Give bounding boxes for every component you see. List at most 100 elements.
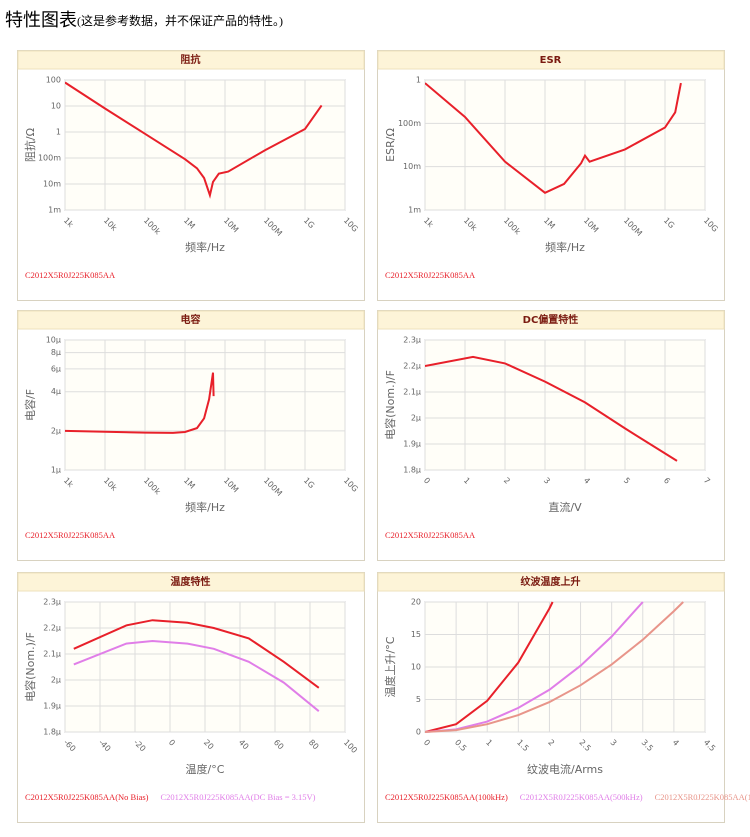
x-axis-title: 直流/V	[548, 500, 582, 514]
y-tick-label: 1.8μ	[43, 728, 61, 737]
x-tick-label: 0	[422, 476, 432, 486]
y-tick-label: 1μ	[51, 466, 61, 475]
x-axis-title: 频率/Hz	[185, 500, 225, 514]
y-tick-label: 2μ	[411, 414, 421, 423]
y-tick-label: 5	[416, 695, 421, 704]
x-tick-label: 1	[462, 476, 472, 486]
legend-entry: C2012X5R0J225K085AA(500kHz)	[520, 792, 643, 802]
x-tick-label: 0	[167, 738, 177, 748]
y-axis-title: ESR/Ω	[384, 128, 397, 162]
legend-entry: C2012X5R0J225K085AA(100kHz)	[385, 792, 508, 802]
legend-entry: C2012X5R0J225K085AA	[25, 270, 116, 280]
y-tick-label: 1	[56, 128, 61, 137]
x-tick-label: 4	[671, 738, 681, 748]
panel-title: 纹波温度上升	[521, 575, 581, 588]
y-tick-label: 20	[411, 598, 421, 607]
panel-header	[17, 310, 365, 330]
y-tick-label: 100m	[38, 154, 61, 163]
x-tick-label: 0	[422, 738, 432, 748]
y-tick-label: 10m	[43, 180, 61, 189]
y-tick-label: 1	[416, 76, 421, 85]
legend-entry: C2012X5R0J225K085AA(No Bias)	[25, 792, 149, 802]
y-axis-title: 阻抗/Ω	[23, 128, 37, 162]
y-tick-label: 1.9μ	[403, 440, 421, 449]
line-series	[425, 601, 554, 733]
x-axis-title: 频率/Hz	[185, 240, 225, 254]
legend-entry: C2012X5R0J225K085AA	[385, 270, 476, 280]
legend-entry: C2012X5R0J225K085AA	[385, 530, 476, 540]
y-tick-label: 2.2μ	[403, 362, 421, 371]
y-tick-label: 6μ	[51, 364, 61, 373]
x-tick-label: 2	[546, 738, 556, 748]
x-tick-label: 2	[502, 476, 512, 486]
y-tick-label: 1m	[48, 206, 61, 215]
panel-header	[377, 310, 725, 330]
y-tick-label: 2.3μ	[403, 336, 421, 345]
panel-title: 温度特性	[171, 575, 211, 588]
x-axis-title: 频率/Hz	[545, 240, 585, 254]
line-series	[65, 81, 323, 199]
y-tick-label: 100	[46, 76, 61, 85]
panel-title: 阻抗	[181, 53, 201, 66]
x-tick-label: 7	[702, 476, 712, 486]
page-title: 特性图表	[5, 10, 77, 30]
page-note: (这是参考数据，并不保证产品的特性。)	[77, 13, 283, 28]
chart-panel: DC偏置特性 0 1 2 3 4 5 6 7 1.8μ 1.9μ 2μ 2.1μ 2.2μ 2.3μ 直流/V…	[377, 310, 725, 561]
y-tick-label: 100m	[398, 119, 421, 128]
line-series	[73, 619, 320, 689]
x-axis-title: 温度/°C	[186, 762, 225, 776]
legend-entry: C2012X5R0J225K085AA(DC Bias = 3.15V)	[161, 792, 316, 802]
line-series	[65, 372, 215, 434]
plot-area	[64, 339, 346, 471]
y-axis-title: 电容(Nom.)/F	[383, 370, 397, 440]
y-axis-title: 电容(Nom.)/F	[23, 632, 37, 702]
plot-area	[424, 339, 706, 471]
y-tick-label: 10	[51, 102, 61, 111]
line-series	[425, 82, 682, 194]
x-tick-label: 6	[662, 476, 672, 486]
panel-title: DC偏置特性	[523, 313, 579, 326]
y-tick-label: 1.8μ	[403, 466, 421, 475]
y-tick-label: 4μ	[51, 387, 61, 396]
y-tick-label: 2.2μ	[43, 624, 61, 633]
y-tick-label: 1.9μ	[43, 702, 61, 711]
y-axis-title: 温度上升/°C	[383, 636, 397, 697]
legend-entry: C2012X5R0J225K085AA	[25, 530, 116, 540]
y-tick-label: 2.1μ	[43, 650, 61, 659]
y-tick-label: 10	[411, 663, 421, 672]
plot-area	[64, 79, 346, 211]
x-axis-title: 纹波电流/Arms	[527, 762, 603, 776]
y-tick-label: 15	[411, 630, 421, 639]
y-tick-label: 2μ	[51, 426, 61, 435]
line-series	[425, 355, 678, 462]
x-tick-label: 4	[582, 476, 592, 486]
y-tick-label: 2μ	[51, 676, 61, 685]
panel-header	[17, 572, 365, 592]
y-tick-label: 1m	[408, 206, 421, 215]
line-series	[73, 639, 320, 712]
y-tick-label: 2.3μ	[43, 598, 61, 607]
panel-title: 电容	[181, 313, 201, 326]
panel-header	[377, 50, 725, 70]
chart-panel: 温度特性-60 -40 -20 0 20 40 60 80 1001.8μ1.9μ2μ2.1μ2…	[17, 572, 365, 823]
y-tick-label: 10m	[403, 162, 421, 171]
y-axis-title: 电容/F	[23, 389, 37, 421]
y-tick-label: 8μ	[51, 348, 61, 357]
legend-entry: C2012X5R0J225K085AA(1MHz)	[655, 792, 750, 802]
x-tick-label: 5	[622, 476, 632, 486]
panel-header	[377, 572, 725, 592]
y-tick-label: 10μ	[46, 336, 61, 345]
page-header: 特性图表(这是参考数据，并不保证产品的特性。)	[5, 10, 283, 30]
panel-header	[17, 50, 365, 70]
x-tick-label: 3	[542, 476, 552, 486]
line-series	[425, 601, 684, 733]
panel-title: ESR	[540, 55, 562, 66]
plot-area	[424, 79, 706, 211]
x-tick-label: 1	[484, 738, 494, 748]
